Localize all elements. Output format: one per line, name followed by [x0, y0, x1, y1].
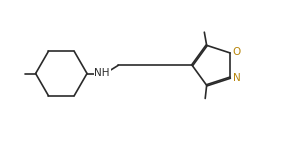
Text: NH: NH: [94, 69, 110, 78]
Text: N: N: [233, 73, 241, 83]
Text: O: O: [232, 47, 241, 57]
